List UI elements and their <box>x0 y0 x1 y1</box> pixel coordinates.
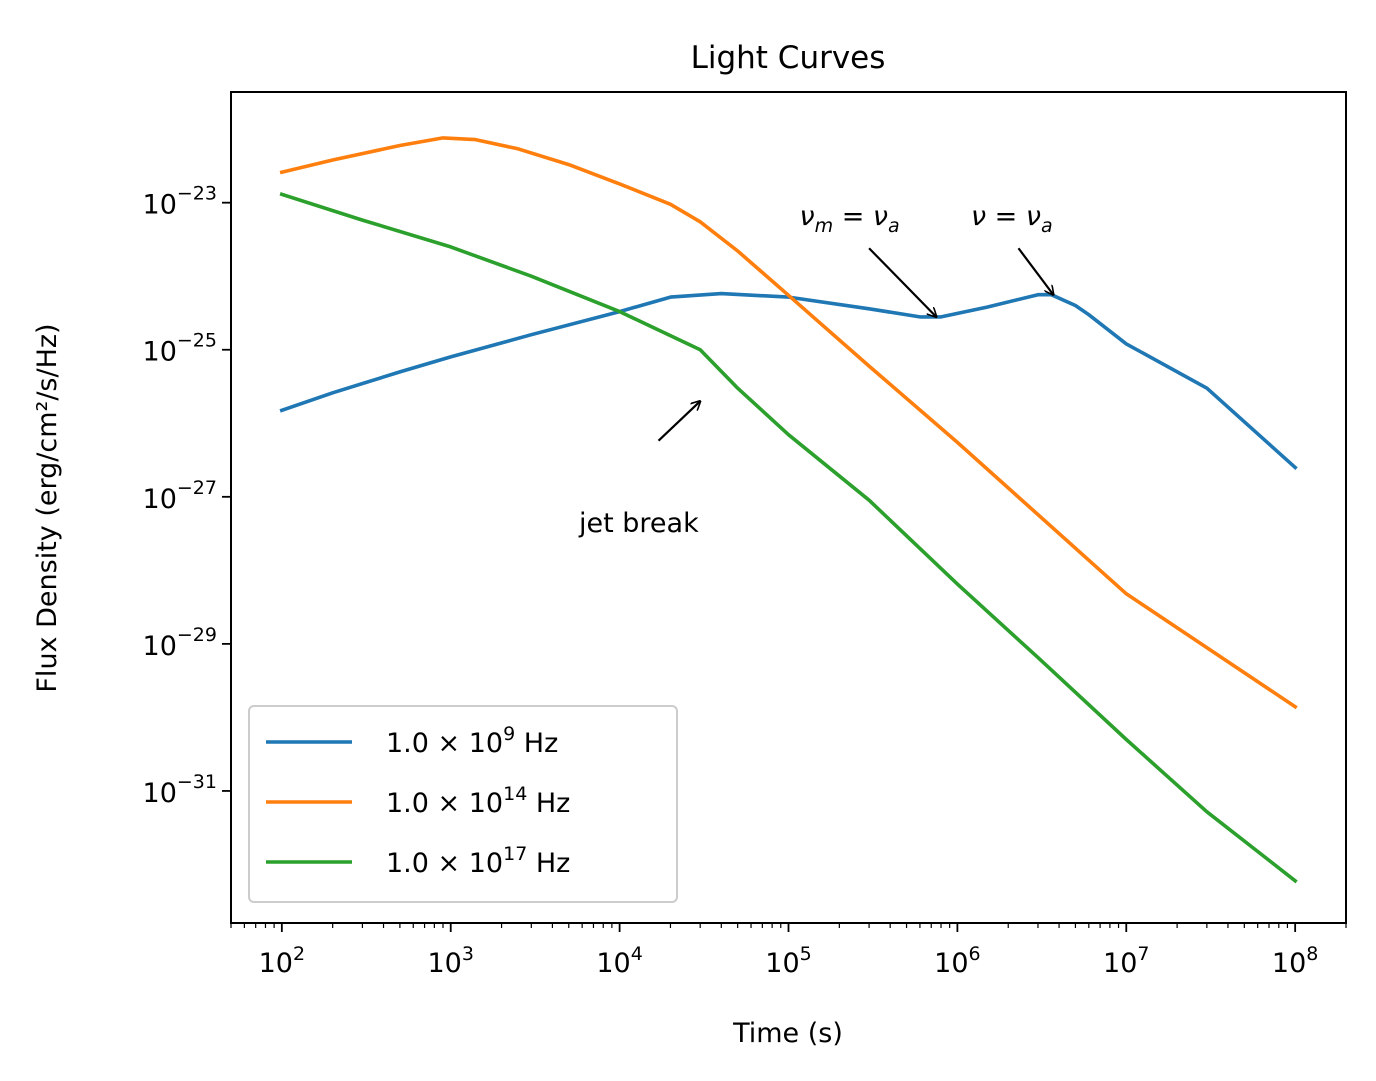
tick-exponent: −31 <box>177 771 217 793</box>
tick-exponent: 7 <box>1137 943 1149 965</box>
tick-base: 10 <box>143 337 177 368</box>
legend: 1.0 × 109 Hz 1.0 × 1014 Hz 1.0 × 1017 Hz <box>248 705 678 903</box>
tick-base: 10 <box>143 778 177 809</box>
tick-exponent: 8 <box>1306 943 1318 965</box>
series-line-1 <box>279 291 1298 471</box>
y-tick-label: 10−31 <box>143 771 217 809</box>
annotation-label-1: jet break <box>578 508 699 539</box>
math-symbol: ν <box>873 201 888 232</box>
math-symbol: ν <box>971 201 986 232</box>
tick-exponent: 6 <box>969 943 981 965</box>
tick-base: 10 <box>1103 948 1137 979</box>
tick-base: 10 <box>143 190 177 221</box>
tick-exponent: −25 <box>177 330 217 352</box>
x-tick-label: 107 <box>1103 943 1149 979</box>
x-tick-label: 104 <box>596 943 642 979</box>
annotation-label-3: ν = νa <box>971 201 1053 237</box>
annotation-arrow-3 <box>1017 247 1053 294</box>
math-symbol: ν <box>1026 201 1041 232</box>
tick-base: 10 <box>1272 948 1306 979</box>
tick-base: 10 <box>143 631 177 662</box>
x-axis: 102 103 104 105 106 107 108 <box>230 923 1347 979</box>
annotation-label-2: νm = νa <box>800 201 900 237</box>
legend-box <box>248 705 678 903</box>
math-subscript: m <box>815 215 834 237</box>
y-tick-label: 10−23 <box>143 183 217 221</box>
legend-label-1: 1.0 × 109 Hz <box>386 723 558 759</box>
tick-exponent: 4 <box>631 943 643 965</box>
tick-base: 10 <box>934 948 968 979</box>
legend-label-3: 1.0 × 1017 Hz <box>386 843 570 879</box>
math-equals: = <box>986 201 1026 232</box>
legend-label-2: 1.0 × 1014 Hz <box>386 783 570 819</box>
tick-exponent: −29 <box>177 624 217 646</box>
y-tick-label: 10−25 <box>143 330 217 368</box>
series-line-2 <box>279 136 1298 710</box>
tick-exponent: −23 <box>177 183 217 205</box>
tick-base: 10 <box>428 948 462 979</box>
math-subscript: a <box>888 215 900 237</box>
x-axis-label: Time (s) <box>732 1018 843 1049</box>
tick-exponent: 3 <box>462 943 474 965</box>
math-subscript: a <box>1041 215 1053 237</box>
tick-base: 10 <box>259 948 293 979</box>
series-line-3 <box>279 192 1298 884</box>
tick-base: 10 <box>143 484 177 515</box>
x-tick-label: 103 <box>428 943 474 979</box>
tick-exponent: 5 <box>800 943 812 965</box>
x-tick-label: 102 <box>259 943 305 979</box>
tick-base: 10 <box>596 948 630 979</box>
x-tick-label: 106 <box>934 943 980 979</box>
y-tick-label: 10−27 <box>143 477 217 515</box>
annotation-arrow-1 <box>657 401 701 442</box>
chart-title: Light Curves <box>691 40 886 76</box>
tick-base: 10 <box>765 948 799 979</box>
tick-exponent: −27 <box>177 477 217 499</box>
y-tick-label: 10−29 <box>143 624 217 662</box>
y-axis-label: Flux Density (erg/cm²/s/Hz) <box>32 323 63 692</box>
math-equals: = <box>833 201 873 232</box>
math-symbol: ν <box>800 201 815 232</box>
x-tick-label: 108 <box>1272 943 1318 979</box>
tick-exponent: 2 <box>293 943 305 965</box>
x-tick-label: 105 <box>765 943 811 979</box>
annotation-arrow-2 <box>868 247 936 317</box>
